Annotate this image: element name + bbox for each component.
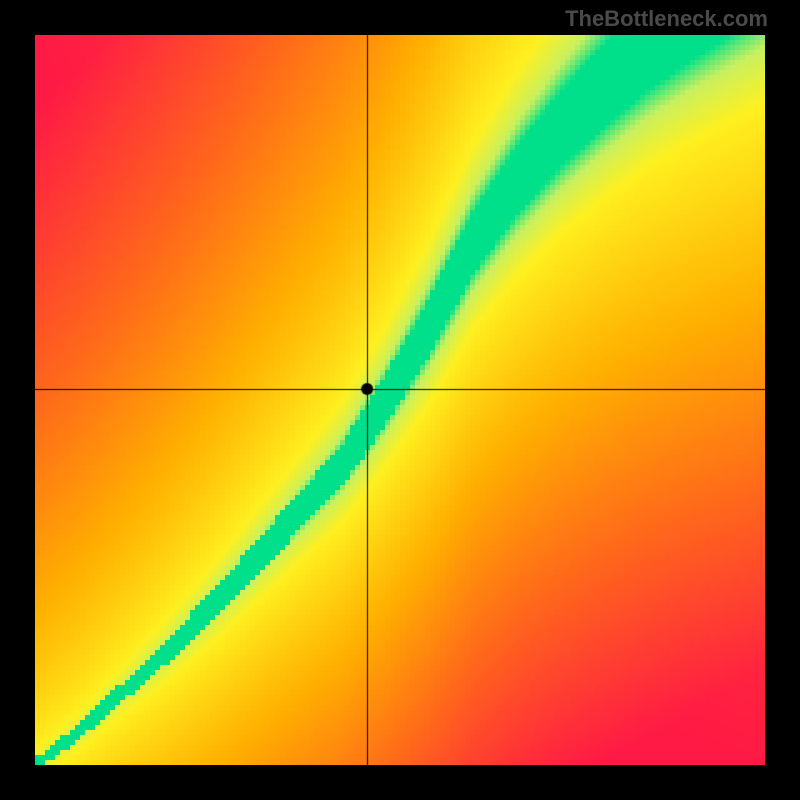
crosshair-overlay (35, 35, 765, 765)
watermark-text: TheBottleneck.com (565, 6, 768, 32)
chart-container: { "watermark": { "text": "TheBottleneck.… (0, 0, 800, 800)
